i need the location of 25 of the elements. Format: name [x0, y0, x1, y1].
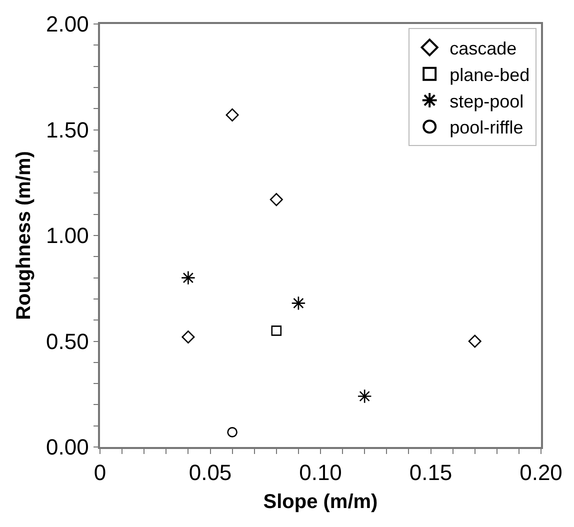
x-tick-label: 0.15 [409, 460, 452, 486]
legend-label: pool-riffle [450, 118, 524, 138]
point [226, 108, 239, 122]
point [291, 296, 306, 310]
y-axis-title: Roughness (m/m) [13, 151, 36, 320]
point [270, 193, 283, 206]
point [468, 334, 482, 348]
y-tick-label: 0.50 [46, 328, 89, 354]
legend-label: cascade [450, 38, 517, 58]
x-tick-label: 0.05 [188, 460, 232, 486]
y-tick-label: 1.50 [46, 117, 89, 142]
x-tick-label: 0 [94, 460, 106, 486]
point [182, 330, 195, 344]
y-tick-label: 2.00 [46, 12, 89, 37]
point [180, 270, 196, 286]
x-tick-label: 0.10 [299, 460, 342, 486]
point [271, 326, 282, 336]
x-tick-label: 0.20 [520, 460, 562, 486]
y-tick-label: 0.00 [46, 434, 89, 460]
legend-label: step-pool [450, 91, 524, 112]
x-axis-title: Slope (m/m) [263, 491, 378, 514]
point [357, 388, 372, 404]
point [227, 427, 238, 438]
legend-label: plane-bed [450, 64, 530, 85]
y-tick-label: 1.00 [46, 223, 89, 248]
